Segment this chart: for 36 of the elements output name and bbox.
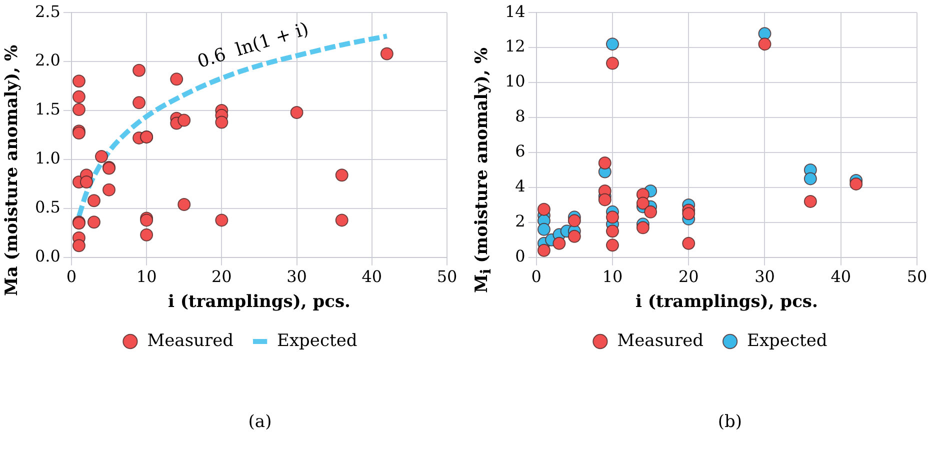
y-tick-label: 12 [505,36,526,56]
x-tick-label: 20 [211,267,232,286]
x-tick-label: 30 [286,267,307,286]
y-tick-label: 2.0 [34,50,60,70]
legend-label: Expected [747,330,828,351]
y-tick-label: 2.5 [34,2,60,21]
x-tick-label: 0 [66,267,77,286]
x-axis-title: i (tramplings), pcs. [168,292,350,312]
legend-label: Measured [147,330,234,351]
y-axis-title: Ma (moisture anomaly), % [2,43,23,298]
x-tick-label: 40 [830,267,852,286]
y-tick-label: 0.0 [34,246,60,266]
x-tick-label: 40 [362,267,382,286]
x-tick-label: 0 [531,267,542,286]
y-tick-label: 8 [515,106,526,126]
annotation: 0.6 ln(1 + i) [194,18,312,73]
text: (b) [716,412,744,432]
y-tick-label: 2 [515,212,526,231]
y-tick-label: 14 [505,2,526,21]
y-tick-label: 0.5 [34,198,60,217]
x-tick-label: 30 [754,267,775,286]
x-tick-label: 20 [678,267,699,286]
x-tick-label: 50 [436,267,458,286]
y-tick-label: 4 [515,176,526,196]
legend-label: Measured [617,330,704,351]
x-tick-label: 50 [906,267,928,286]
y-tick-label: 1.5 [34,100,60,119]
y-tick-label: 6 [515,142,526,161]
legend-label: Expected [277,330,358,351]
x-tick-label: 10 [136,267,157,286]
x-axis-title: i (tramplings), pcs. [635,292,818,312]
text: (a) [247,412,273,432]
y-tick-label: 1.0 [34,148,60,168]
x-tick-label: 10 [602,267,623,286]
y-tick-label: 0 [515,246,526,266]
y-tick-label: 10 [505,72,526,91]
